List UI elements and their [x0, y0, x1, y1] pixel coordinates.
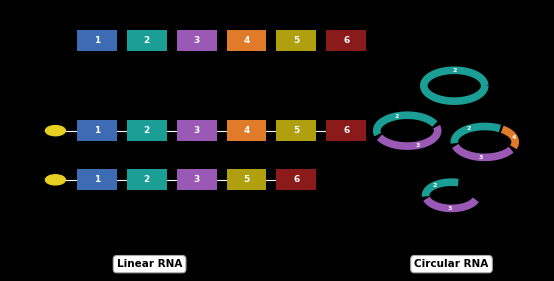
Text: 3: 3	[193, 126, 200, 135]
Text: 4: 4	[243, 126, 250, 135]
FancyBboxPatch shape	[177, 30, 217, 51]
FancyBboxPatch shape	[127, 30, 167, 51]
FancyBboxPatch shape	[77, 169, 117, 191]
Text: 1: 1	[94, 126, 100, 135]
FancyBboxPatch shape	[276, 169, 316, 191]
Text: 3: 3	[448, 206, 453, 211]
Text: 6: 6	[343, 36, 350, 45]
FancyBboxPatch shape	[227, 169, 266, 191]
FancyBboxPatch shape	[326, 30, 366, 51]
FancyBboxPatch shape	[77, 30, 117, 51]
Text: 2: 2	[452, 68, 456, 73]
FancyBboxPatch shape	[177, 169, 217, 191]
Text: 5: 5	[293, 36, 300, 45]
Circle shape	[45, 175, 65, 185]
Text: 6: 6	[343, 126, 350, 135]
FancyBboxPatch shape	[227, 120, 266, 141]
Text: 2: 2	[394, 114, 399, 119]
Text: 1: 1	[94, 175, 100, 184]
Text: 3: 3	[193, 36, 200, 45]
Text: Linear RNA: Linear RNA	[117, 259, 182, 269]
Text: 2: 2	[143, 36, 150, 45]
Text: 5: 5	[293, 126, 300, 135]
FancyBboxPatch shape	[326, 120, 366, 141]
Text: 2: 2	[143, 126, 150, 135]
Text: 4: 4	[512, 135, 516, 140]
Text: 3: 3	[478, 155, 483, 160]
Text: Circular RNA: Circular RNA	[414, 259, 489, 269]
Text: 4: 4	[243, 36, 250, 45]
Text: 2: 2	[143, 175, 150, 184]
Text: 2: 2	[466, 126, 471, 131]
FancyBboxPatch shape	[127, 120, 167, 141]
FancyBboxPatch shape	[227, 30, 266, 51]
Text: 5: 5	[243, 175, 250, 184]
FancyBboxPatch shape	[77, 120, 117, 141]
Text: 1: 1	[94, 36, 100, 45]
FancyBboxPatch shape	[127, 169, 167, 191]
Text: 3: 3	[416, 143, 420, 148]
Circle shape	[45, 126, 65, 136]
Text: 2: 2	[433, 183, 437, 188]
FancyBboxPatch shape	[276, 30, 316, 51]
Text: 6: 6	[293, 175, 300, 184]
FancyBboxPatch shape	[276, 120, 316, 141]
FancyBboxPatch shape	[177, 120, 217, 141]
Text: 3: 3	[193, 175, 200, 184]
